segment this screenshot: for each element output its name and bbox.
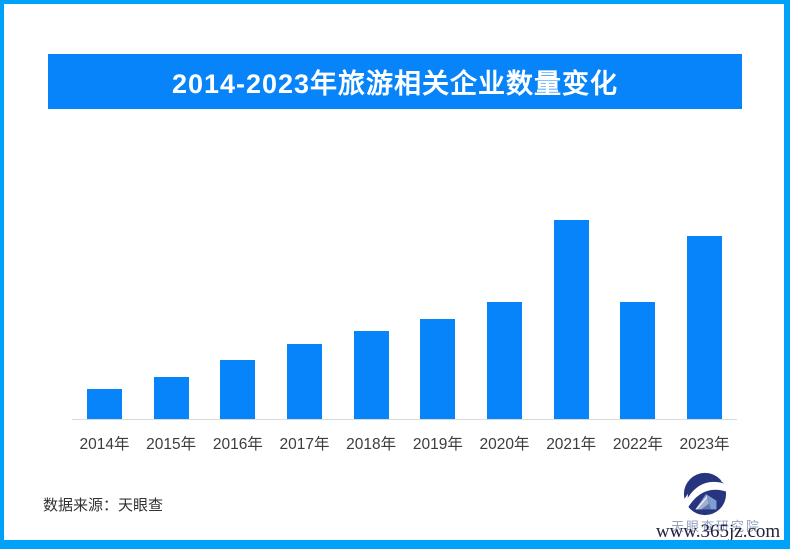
- x-tick-label-2017: 2017年: [279, 436, 330, 453]
- tianyancha-logo-label: 天眼查研究院: [670, 519, 761, 534]
- bar-2019: [420, 319, 456, 419]
- x-tick-label-2015: 2015年: [146, 436, 197, 453]
- tianyancha-logo-icon: [682, 472, 728, 516]
- x-tick-label-2014: 2014年: [79, 436, 130, 453]
- bar-2017: [287, 344, 322, 419]
- x-tick-label-2023: 2023年: [679, 436, 730, 453]
- data-source-note: 数据来源：天眼查: [43, 497, 164, 514]
- x-axis-line: [72, 419, 737, 420]
- bar-2020: [487, 302, 523, 419]
- chart-title: 2014-2023年旅游相关企业数量变化: [171, 69, 619, 99]
- bar-2021: [553, 220, 589, 419]
- x-tick-label-2019: 2019年: [412, 436, 463, 453]
- bar-2014: [87, 389, 122, 419]
- watermark-url: www.365jz.com: [655, 521, 781, 542]
- x-tick-label-2016: 2016年: [212, 436, 263, 453]
- title-banner: 2014-2023年旅游相关企业数量变化: [48, 54, 742, 109]
- bar-2015: [153, 377, 189, 419]
- bar-2023: [687, 236, 723, 419]
- bar-2022: [620, 302, 656, 419]
- bar-2018: [353, 331, 389, 419]
- x-tick-label-2018: 2018年: [346, 436, 397, 453]
- tianyancha-research-logo: 天眼查研究院 www.365jz.com: [648, 470, 784, 542]
- x-tick-label-2022: 2022年: [612, 436, 663, 453]
- x-tick-label-2020: 2020年: [479, 436, 530, 453]
- x-tick-label-2021: 2021年: [546, 436, 597, 453]
- bar-2016: [220, 360, 256, 419]
